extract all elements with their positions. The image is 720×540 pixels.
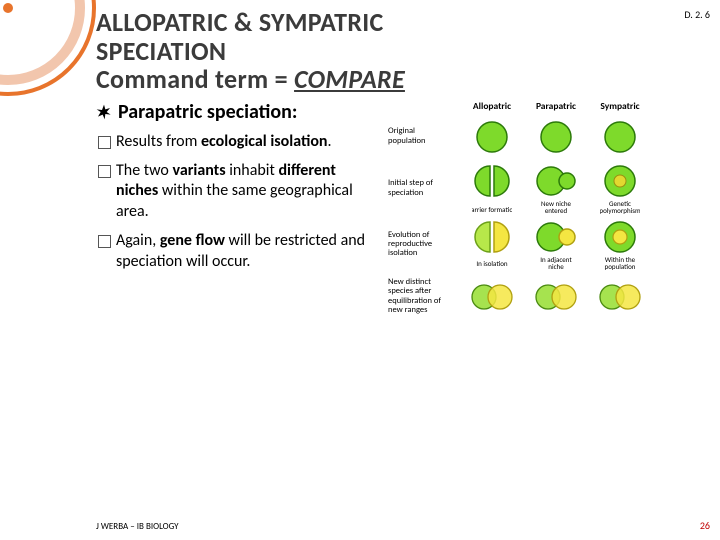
row-label: Evolution of reproductive isolation <box>388 231 458 259</box>
col-header: Parapatric <box>526 100 586 112</box>
title-command: Command term = COMPARE <box>96 65 710 94</box>
diagram-cell: Genetic polymorphism <box>590 162 650 216</box>
col-header: Sympatric <box>590 100 650 112</box>
diagram-cell: In adjacent niche <box>526 218 586 272</box>
slide-content: D. 2. 6 ALLOPATRIC & SYMPATRIC SPECIATIO… <box>0 0 720 540</box>
content-row: Parapatric speciation: Results from ecol… <box>96 100 710 320</box>
title-line1: ALLOPATRIC & SYMPATRIC <box>96 6 384 38</box>
diagram-cell: New niche entered <box>526 162 586 216</box>
svg-text:In isolation: In isolation <box>476 259 508 268</box>
slide-title: ALLOPATRIC & SYMPATRIC SPECIATION Comman… <box>96 8 710 94</box>
bullet-item: Again, gene flow will be restricted and … <box>116 231 376 273</box>
text-column: Parapatric speciation: Results from ecol… <box>96 100 376 281</box>
footer-author: J WERBA – IB BIOLOGY <box>96 521 179 532</box>
title-line2: SPECIATION <box>96 37 710 66</box>
diagram-cell <box>526 114 586 160</box>
svg-text:population: population <box>605 262 636 271</box>
svg-text:niche: niche <box>548 262 564 271</box>
diagram-cell <box>526 274 586 320</box>
diagram-cell: In isolation <box>462 218 522 272</box>
row-label: Original population <box>388 127 458 146</box>
subhead-text: Parapatric speciation: <box>118 100 297 124</box>
svg-text:entered: entered <box>545 206 568 215</box>
col-header: Allopatric <box>462 100 522 112</box>
diagram-cell: Barrier formation <box>462 162 522 216</box>
burst-icon <box>96 104 112 120</box>
svg-text:polymorphism: polymorphism <box>600 206 640 215</box>
subheading: Parapatric speciation: <box>96 100 376 124</box>
speciation-diagram: Allopatric Parapatric Sympatric Original… <box>388 100 710 320</box>
bullet-item: The two variants inhabit different niche… <box>116 161 376 223</box>
diagram-cell <box>590 274 650 320</box>
row-label: Initial step of speciation <box>388 179 458 198</box>
svg-text:Barrier formation: Barrier formation <box>472 205 512 214</box>
bullet-list: Results from ecological isolation. The t… <box>96 132 376 273</box>
diagram-cell <box>590 114 650 160</box>
bullet-item: Results from ecological isolation. <box>116 132 376 153</box>
diagram-cell <box>462 274 522 320</box>
diagram-cell: Within the population <box>590 218 650 272</box>
page-number: 26 <box>700 519 710 532</box>
diagram-cell <box>462 114 522 160</box>
topic-code: D. 2. 6 <box>684 8 710 21</box>
row-label: New distinct species after equilibration… <box>388 278 458 315</box>
